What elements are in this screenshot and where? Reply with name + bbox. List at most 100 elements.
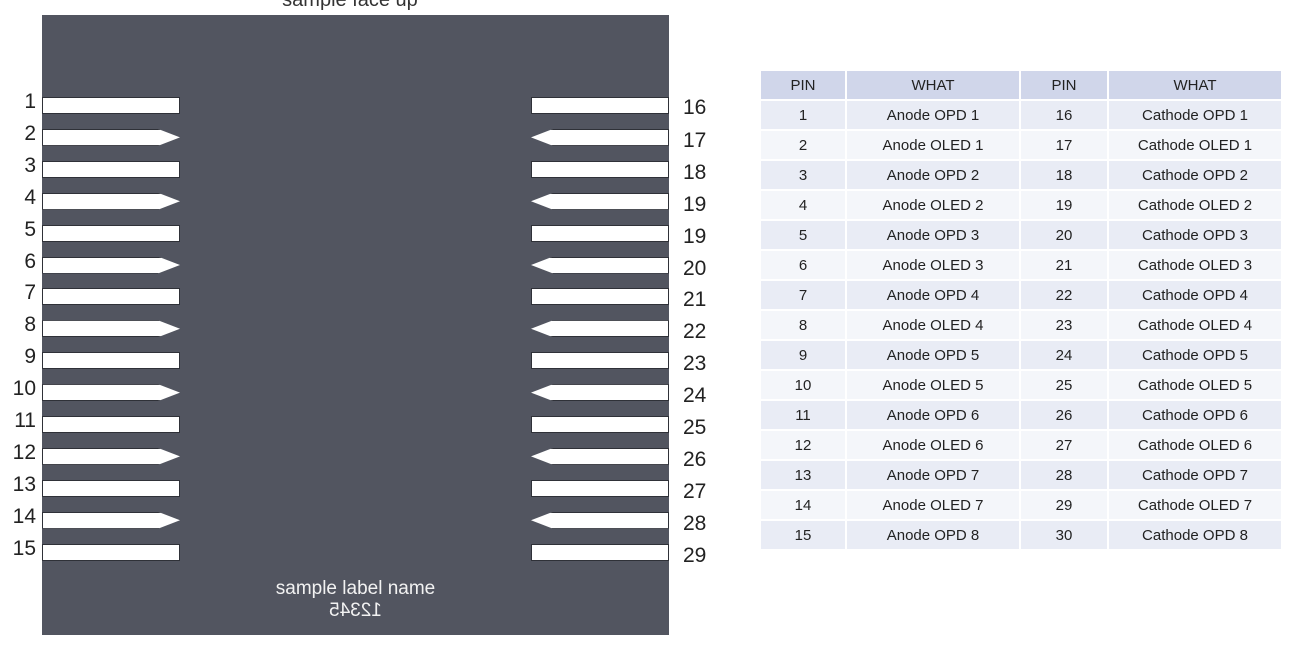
right-pad [531,416,669,433]
what-cell: Cathode OPD 8 [1107,519,1283,551]
left-pad [42,384,180,402]
pin-table: PIN WHAT PIN WHAT 1 Anode OPD 1 16 Cathode … [759,69,1283,551]
right-pad [531,97,669,114]
pin-cell: 24 [1019,339,1109,371]
what-cell: Cathode OLED 3 [1107,249,1283,281]
board-code-mirrored: 12345 [329,600,382,621]
left-pad [42,543,180,561]
what-cell: Anode OLED 4 [845,309,1021,341]
pin-cell: 4 [759,189,847,221]
left-pin-number: 1 [24,90,36,113]
pin-cell: 1 [759,99,847,131]
what-cell: Anode OPD 3 [845,219,1021,251]
pin-cell: 25 [1019,369,1109,401]
right-pad [531,192,669,210]
right-pin-number: 24 [683,384,707,408]
left-pad [42,97,180,114]
right-pin-number: 17 [683,128,707,152]
what-cell: Anode OPD 5 [845,339,1021,371]
what-cell: Cathode OLED 5 [1107,369,1283,401]
what-cell: Anode OPD 1 [845,99,1021,131]
right-pad [531,320,669,338]
what-cell: Cathode OLED 1 [1107,129,1283,161]
left-pin-number: 4 [24,185,36,209]
pin-cell: 7 [759,279,847,311]
pin-cell: 8 [759,309,847,341]
right-pin-number: 22 [683,320,707,344]
left-pin-number: 6 [24,249,36,273]
left-pad [42,352,180,370]
what-cell: Anode OPD 8 [845,519,1021,551]
left-pad [42,479,180,497]
what-cell: Anode OLED 6 [845,429,1021,461]
pin-cell: 10 [759,369,847,401]
pin-cell: 14 [759,489,847,521]
header-pin: PIN [759,69,847,101]
left-pad [42,511,180,529]
what-cell: Cathode OPD 3 [1107,219,1283,251]
right-pad [531,160,669,178]
pin-table-row: 10 Anode OLED 5 25 Cathode OLED 5 [759,369,1283,401]
pin-table-row: 12 Anode OLED 6 27 Cathode OLED 6 [759,429,1283,461]
pin-cell: 2 [759,129,847,161]
what-cell: Anode OPD 4 [845,279,1021,311]
right-pad [531,447,669,465]
pin-table-row: 13 Anode OPD 7 28 Cathode OPD 7 [759,459,1283,491]
pin-cell: 16 [1019,99,1109,131]
left-pad [42,320,180,338]
pin-cell: 6 [759,249,847,281]
pin-cell: 19 [1019,189,1109,221]
left-pin-number: 13 [12,472,36,496]
left-pin-number: 8 [24,313,36,337]
what-cell: Anode OLED 3 [845,249,1021,281]
right-pad [531,384,669,402]
pin-cell: 5 [759,219,847,251]
what-cell: Anode OPD 7 [845,459,1021,491]
what-cell: Anode OPD 6 [845,399,1021,431]
right-pin-number: 27 [683,479,707,503]
left-pad [42,160,180,178]
pin-cell: 28 [1019,459,1109,491]
left-pin-number: 5 [24,217,36,241]
pin-cell: 17 [1019,129,1109,161]
pin-table-row: 14 Anode OLED 7 29 Cathode OLED 7 [759,489,1283,521]
pin-table-row: 8 Anode OLED 4 23 Cathode OLED 4 [759,309,1283,341]
right-pad [531,224,669,242]
right-pad [531,543,669,561]
pin-cell: 13 [759,459,847,491]
pin-cell: 3 [759,159,847,191]
pin-table-row: 11 Anode OPD 6 26 Cathode OPD 6 [759,399,1283,431]
pin-cell: 21 [1019,249,1109,281]
right-pin-number: 18 [683,160,707,184]
pin-cell: 11 [759,399,847,431]
left-pin-number: 15 [12,536,36,560]
right-pad [531,511,669,529]
what-cell: Cathode OPD 2 [1107,159,1283,191]
right-pin-number: 16 [683,96,707,119]
pin-table-row: 2 Anode OLED 1 17 Cathode OLED 1 [759,129,1283,161]
what-cell: Cathode OPD 7 [1107,459,1283,491]
right-pad [531,479,669,497]
left-pin-number: 9 [24,345,36,369]
right-pin-number: 28 [683,511,707,535]
pin-table-row: 15 Anode OPD 8 30 Cathode OPD 8 [759,519,1283,551]
pin-cell: 12 [759,429,847,461]
pin-table-row: 4 Anode OLED 2 19 Cathode OLED 2 [759,189,1283,221]
left-pad [42,288,180,306]
what-cell: Cathode OPD 6 [1107,399,1283,431]
left-pad [42,192,180,210]
pin-table-row: 7 Anode OPD 4 22 Cathode OPD 4 [759,279,1283,311]
left-pad [42,256,180,274]
left-pad [42,224,180,242]
left-pin-number: 2 [24,121,36,145]
what-cell: Anode OLED 5 [845,369,1021,401]
right-pin-number: 19 [683,192,707,216]
left-pin-number: 3 [24,153,36,177]
board-caption: sample face up [282,0,418,11]
board-label: sample label name [275,578,436,599]
right-pin-number: 25 [683,416,707,439]
pin-cell: 20 [1019,219,1109,251]
right-pad [531,352,669,370]
what-cell: Cathode OLED 2 [1107,189,1283,221]
pin-cell: 27 [1019,429,1109,461]
